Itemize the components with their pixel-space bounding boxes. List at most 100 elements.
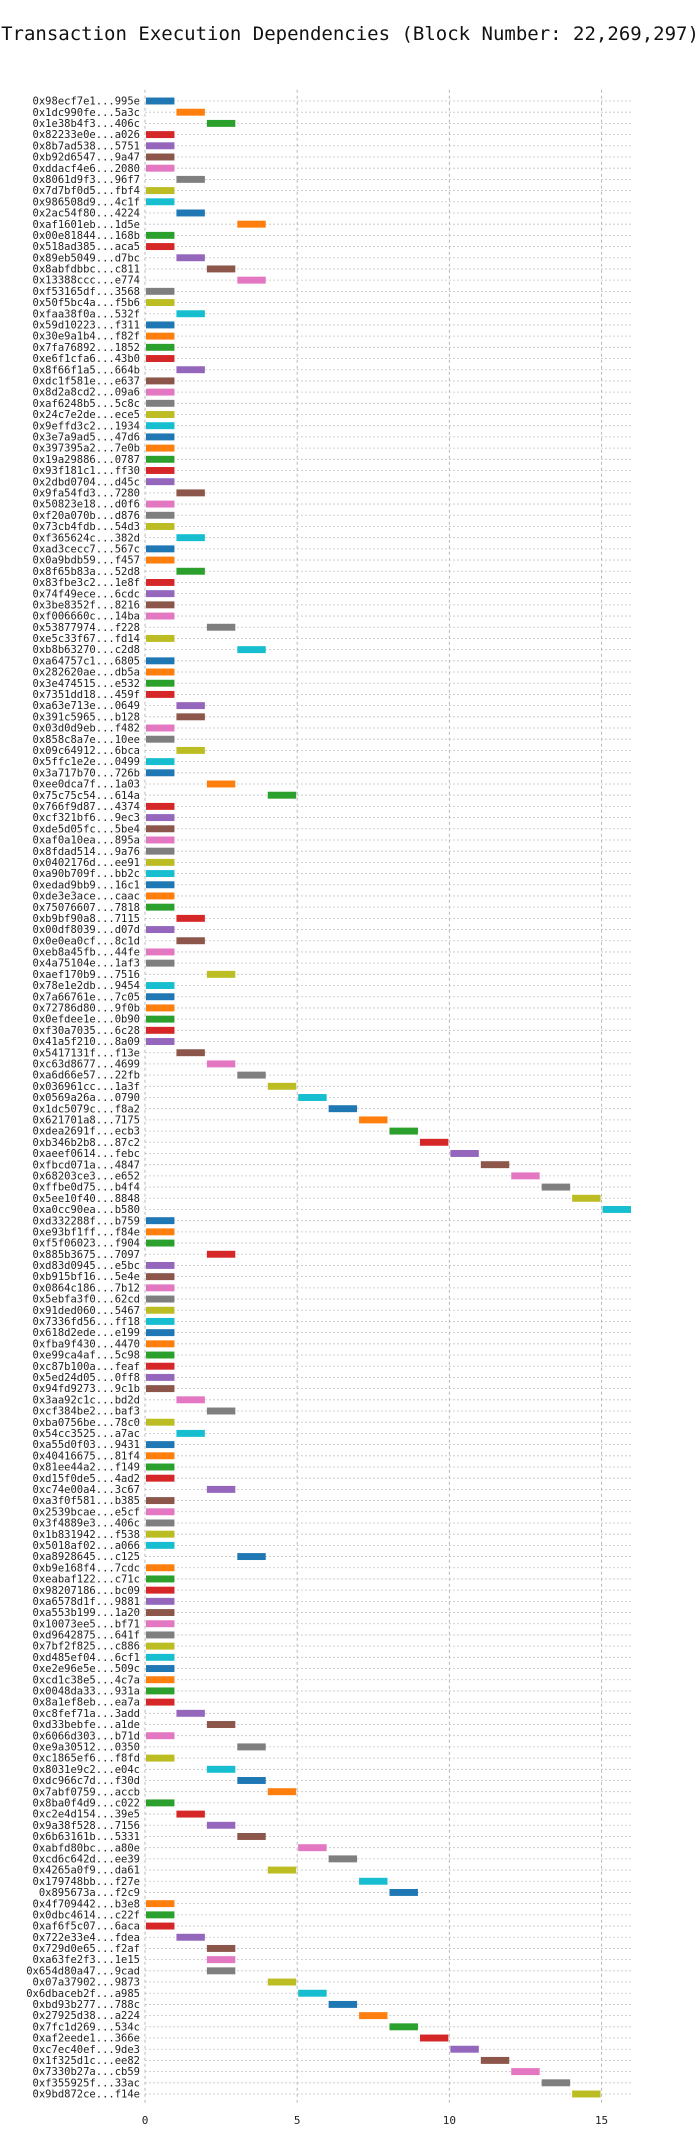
transaction-bar (146, 1452, 175, 1460)
transaction-bar (480, 2056, 510, 2064)
transaction-bar (146, 1385, 175, 1393)
y-tick-label: 0xf006660c...14ba (33, 611, 140, 623)
y-tick-label: 0x75076607...7818 (33, 902, 140, 914)
y-tick-label: 0xa6d66e57...22fb (33, 1070, 140, 1082)
transaction-bar (146, 814, 175, 822)
transaction-bar (541, 2079, 571, 2087)
transaction-bar (146, 802, 175, 810)
transaction-bar (146, 825, 175, 833)
y-tick-label: 0x858c8a7e...10ee (33, 734, 140, 746)
y-tick-label: 0xaeef0614...febc (33, 1148, 140, 1160)
y-tick-label: 0xa90b709f...bb2c (33, 868, 140, 880)
transaction-bar (146, 1541, 175, 1549)
transaction-bar (146, 690, 175, 698)
y-tick-label: 0xc2e4d154...39e5 (33, 1809, 140, 1821)
transaction-bar (146, 1754, 175, 1762)
transaction-bar (146, 377, 175, 385)
y-tick-label: 0x0e0ea0cf...8c1d (33, 935, 140, 947)
y-tick-label: 0x7bf2f825...c886 (33, 1641, 140, 1653)
y-tick-label: 0x8d2a8cd2...09a6 (33, 387, 140, 399)
y-tick-label: 0x0dbc4614...c22f (33, 1909, 140, 1921)
y-tick-label: 0xa63e713e...0649 (33, 700, 140, 712)
transaction-bar (328, 1105, 358, 1113)
transaction-bar (146, 478, 175, 486)
y-tick-label: 0x1e38b4f3...406c (33, 118, 140, 130)
y-tick-label: 0x68203ce3...e652 (33, 1170, 140, 1182)
transaction-bar (146, 455, 175, 463)
y-tick-label: 0xa63fe2f3...1e15 (33, 1954, 140, 1966)
y-tick-label: 0x50823e18...d0f6 (33, 499, 140, 511)
y-tick-label: 0x8ba0f4d9...c022 (33, 1797, 140, 1809)
transaction-bar (146, 287, 175, 295)
y-tick-label: 0x885b3675...7097 (33, 1249, 140, 1261)
y-tick-label: 0xa55d0f03...9431 (33, 1439, 140, 1451)
transaction-bar (146, 1799, 175, 1807)
transaction-bar (146, 1026, 175, 1034)
transaction-bar (267, 1082, 297, 1090)
transaction-bar (146, 993, 175, 1001)
y-tick-label: 0x8f65b83a...52d8 (33, 566, 140, 578)
y-tick-label: 0xad3cecc7...567c (33, 543, 140, 555)
transaction-bar (146, 467, 175, 474)
transaction-bar (146, 1474, 175, 1482)
y-tick-label: 0xa8928645...c125 (33, 1551, 140, 1563)
transaction-bar (146, 926, 175, 934)
y-tick-label: 0xe6f1cfa6...43b0 (33, 353, 140, 365)
y-tick-label: 0x4265a0f9...da61 (33, 1865, 140, 1877)
y-tick-label: 0x5018af02...a066 (33, 1540, 140, 1552)
transaction-bar (267, 1866, 297, 1874)
transaction-bar (237, 276, 266, 284)
y-tick-label: 0x0a9bdb59...f457 (33, 555, 140, 567)
y-tick-label: 0xee0dca7f...1a03 (33, 779, 140, 791)
transaction-bar (146, 1362, 175, 1370)
y-tick-label: 0x81ee44a2...f149 (33, 1462, 140, 1474)
x-tick-label: 5 (294, 2114, 301, 2127)
y-tick-label: 0x282620ae...db5a (33, 667, 140, 679)
y-tick-label: 0x75c75c54...614a (33, 790, 140, 802)
transaction-bar (206, 1821, 236, 1829)
transaction-bar (146, 578, 175, 586)
transaction-bar (237, 1071, 266, 1079)
y-tick-label: 0x78e1e2db...9454 (33, 980, 140, 992)
y-tick-label: 0x1f325d1c...ee82 (33, 2055, 140, 2067)
transaction-bar (146, 1519, 175, 1527)
transaction-bar (146, 243, 175, 251)
transaction-bar (146, 1340, 175, 1348)
transaction-bar (146, 388, 175, 396)
y-tick-label: 0x3f4889e3...406c (33, 1518, 140, 1530)
y-tick-label: 0x397395a2...7e0b (33, 443, 140, 455)
y-tick-label: 0xc63d8677...4699 (33, 1059, 140, 1071)
y-tick-label: 0x41a5f210...8a09 (33, 1036, 140, 1048)
y-tick-label: 0xd33bebfe...a1de (33, 1719, 140, 1731)
y-tick-label: 0x7336fd56...ff18 (33, 1316, 140, 1328)
transaction-bar (146, 1306, 175, 1314)
y-tick-label: 0x9a38f528...7156 (33, 1820, 140, 1832)
y-tick-label: 0x8b7ad538...5751 (33, 140, 140, 152)
y-tick-label: 0x4a75104e...1af3 (33, 958, 140, 970)
transaction-bar (176, 310, 205, 318)
y-tick-label: 0x6b63161b...5331 (33, 1831, 140, 1843)
transaction-bar (176, 713, 205, 721)
transaction-bar (511, 1172, 540, 1180)
y-tick-label: 0xb915bf16...5e4e (33, 1271, 140, 1283)
y-tick-label: 0x91ded060...5467 (33, 1305, 140, 1317)
y-tick-label: 0x0048da33...931a (33, 1686, 140, 1698)
y-tick-label: 0x6066d303...b71d (33, 1730, 140, 1742)
transaction-bar (206, 623, 236, 631)
y-tick-label: 0x40416675...81f4 (33, 1450, 140, 1462)
transaction-bar (146, 131, 175, 139)
transaction-bar (206, 119, 236, 127)
transaction-bar (146, 411, 175, 418)
y-tick-label: 0xcf321bf6...9ec3 (33, 812, 140, 824)
transaction-bar (328, 2000, 358, 2008)
transaction-bar (146, 1351, 175, 1359)
y-tick-label: 0x83fbe3c2...1e8f (33, 577, 140, 589)
y-tick-label: 0xb92d6547...9a47 (33, 152, 140, 164)
y-tick-label: 0x8061d9f3...96f7 (33, 174, 140, 186)
y-tick-label: 0xcf384be2...baf3 (33, 1406, 140, 1418)
transaction-bar (146, 1911, 175, 1919)
y-tick-label: 0x98207186...bc09 (33, 1585, 140, 1597)
y-tick-label: 0xaf6f5c07...6aca (33, 1921, 140, 1933)
y-tick-label: 0x7fc1d269...534c (33, 2021, 140, 2033)
x-tick-label: 15 (595, 2114, 608, 2127)
